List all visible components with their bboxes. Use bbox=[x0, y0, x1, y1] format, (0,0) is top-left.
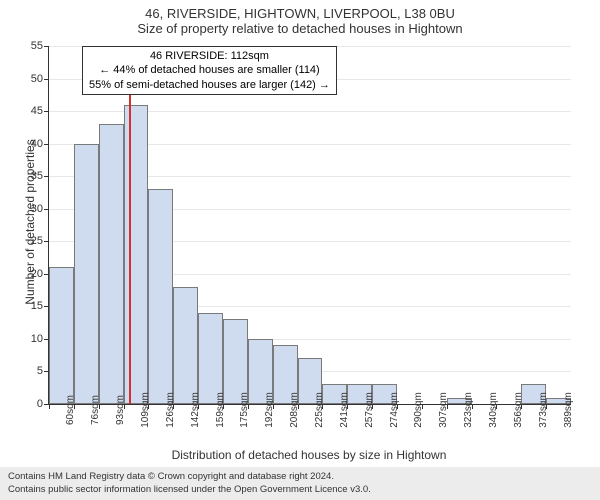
bar bbox=[74, 144, 99, 404]
xtick-mark bbox=[447, 404, 448, 409]
title-subtitle: Size of property relative to detached ho… bbox=[0, 21, 600, 36]
bar bbox=[99, 124, 124, 404]
x-axis-label: Distribution of detached houses by size … bbox=[48, 448, 570, 462]
xtick-mark bbox=[49, 404, 50, 409]
ytick-mark bbox=[44, 111, 49, 112]
xtick-label: 323sqm bbox=[463, 392, 474, 428]
xtick-label: 389sqm bbox=[563, 392, 574, 428]
footer-line1: Contains HM Land Registry data © Crown c… bbox=[8, 471, 592, 483]
xtick-mark bbox=[422, 404, 423, 409]
xtick-mark bbox=[124, 404, 125, 409]
annotation-line2: ← 44% of detached houses are smaller (11… bbox=[89, 63, 330, 77]
xtick-mark bbox=[248, 404, 249, 409]
ytick-label: 50 bbox=[31, 73, 43, 85]
ytick-label: 45 bbox=[31, 105, 43, 117]
ytick-mark bbox=[44, 79, 49, 80]
xtick-label: 340sqm bbox=[488, 392, 499, 428]
bar bbox=[173, 287, 198, 404]
ytick-label: 10 bbox=[31, 333, 43, 345]
plot: 051015202530354045505560sqm76sqm93sqm109… bbox=[48, 46, 571, 405]
bar bbox=[124, 105, 149, 404]
xtick-mark bbox=[322, 404, 323, 409]
annotation-line1: 46 RIVERSIDE: 112sqm bbox=[89, 49, 330, 63]
ytick-label: 0 bbox=[37, 398, 43, 410]
xtick-mark bbox=[198, 404, 199, 409]
ytick-mark bbox=[44, 46, 49, 47]
ytick-mark bbox=[44, 241, 49, 242]
bar bbox=[49, 267, 74, 404]
footer-line2: Contains public sector information licen… bbox=[8, 484, 592, 496]
annotation-box: 46 RIVERSIDE: 112sqm ← 44% of detached h… bbox=[82, 46, 337, 95]
xtick-label: 290sqm bbox=[413, 392, 424, 428]
footer: Contains HM Land Registry data © Crown c… bbox=[0, 467, 600, 500]
ytick-label: 5 bbox=[37, 365, 43, 377]
xtick-mark bbox=[298, 404, 299, 409]
title-address: 46, RIVERSIDE, HIGHTOWN, LIVERPOOL, L38 … bbox=[0, 0, 600, 21]
xtick-label: 274sqm bbox=[389, 392, 400, 428]
xtick-mark bbox=[546, 404, 547, 409]
xtick-mark bbox=[148, 404, 149, 409]
xtick-mark bbox=[173, 404, 174, 409]
ytick-mark bbox=[44, 176, 49, 177]
xtick-mark bbox=[496, 404, 497, 409]
marker-line bbox=[129, 46, 131, 404]
y-axis-label: Number of detached properties bbox=[23, 122, 37, 322]
bar bbox=[148, 189, 173, 404]
xtick-mark bbox=[372, 404, 373, 409]
xtick-mark bbox=[472, 404, 473, 409]
xtick-mark bbox=[273, 404, 274, 409]
xtick-mark bbox=[347, 404, 348, 409]
xtick-mark bbox=[74, 404, 75, 409]
ytick-mark bbox=[44, 209, 49, 210]
xtick-mark bbox=[521, 404, 522, 409]
chart-area: 051015202530354045505560sqm76sqm93sqm109… bbox=[48, 46, 570, 404]
annotation-line3: 55% of semi-detached houses are larger (… bbox=[89, 78, 330, 92]
xtick-mark bbox=[99, 404, 100, 409]
bar bbox=[198, 313, 223, 404]
xtick-mark bbox=[223, 404, 224, 409]
ytick-label: 55 bbox=[31, 40, 43, 52]
ytick-mark bbox=[44, 144, 49, 145]
chart-container: 46, RIVERSIDE, HIGHTOWN, LIVERPOOL, L38 … bbox=[0, 0, 600, 500]
xtick-mark bbox=[397, 404, 398, 409]
